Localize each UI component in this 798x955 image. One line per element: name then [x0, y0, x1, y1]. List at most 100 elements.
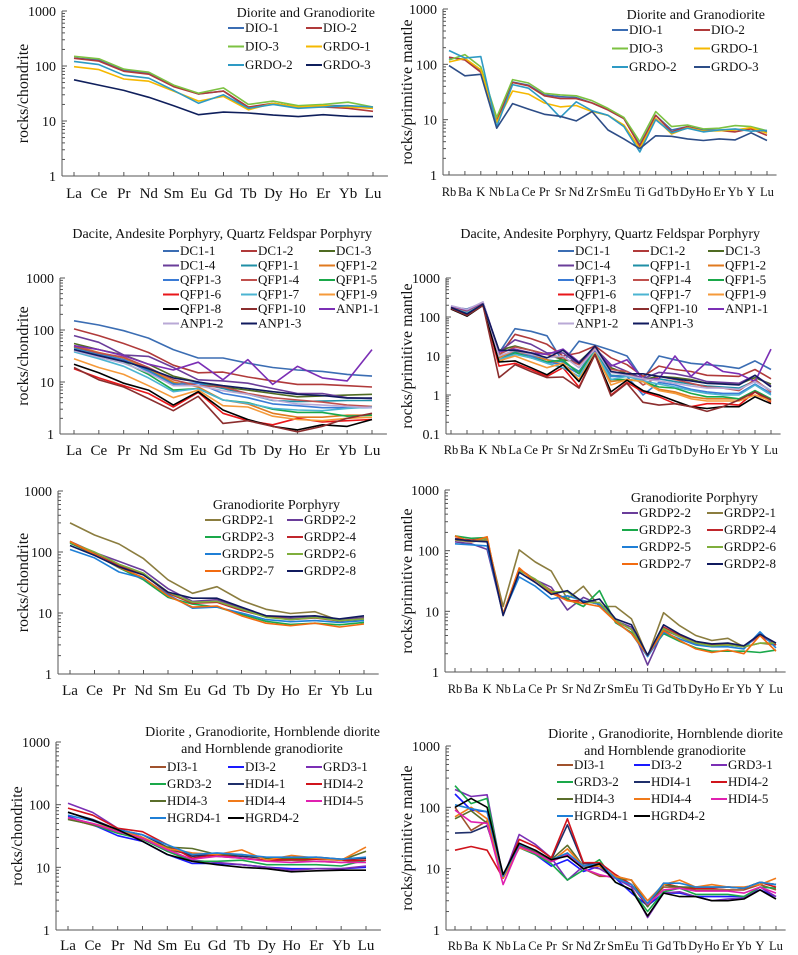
legend-item: DC1-2 — [633, 243, 685, 258]
legend-label: QFP1-3 — [180, 272, 221, 287]
x-tick-label: Pr — [546, 939, 558, 953]
y-axis-title: rocks/chondrite — [9, 786, 26, 886]
legend-label: QFP1-8 — [180, 301, 221, 316]
x-tick-label: La — [62, 683, 78, 699]
legend-item: QFP1-9 — [708, 287, 766, 302]
legend-label: QFP1-1 — [650, 258, 691, 273]
x-tick-label: Rb — [444, 443, 459, 457]
x-tick-label: Sm — [607, 939, 624, 953]
y-tick-label: 100 — [31, 546, 52, 561]
x-tick-label: Yb — [332, 938, 350, 954]
x-tick-label: Zr — [586, 185, 599, 199]
x-tick-label: Lu — [760, 185, 775, 199]
y-tick-label: 100 — [419, 311, 440, 326]
legend-label: HDI4-1 — [245, 776, 285, 791]
x-tick-label: Nd — [576, 939, 592, 953]
series-line-hgrd4-2 — [67, 811, 366, 873]
legend-label: GRDP2-5 — [222, 546, 274, 561]
legend-item: GRDP2-4 — [707, 522, 777, 537]
legend-label: HDI4-2 — [323, 776, 363, 791]
legend-label: GRDP2-7 — [639, 556, 692, 571]
legend: DI3-1 DI3-2 GRD3-1 GRD3-2 HDI4-1 HDI4-2 HDI4-3… — [557, 757, 773, 823]
legend-label: QFP1-7 — [650, 287, 692, 302]
y-tick-label: 1 — [430, 169, 437, 184]
legend-item: ANP1-3 — [633, 316, 693, 331]
legend-item: GRDO-2 — [612, 59, 677, 74]
x-tick-label: Ho — [699, 443, 714, 457]
legend-item: HGRD4-1 — [150, 810, 221, 825]
series-line-anp1-2 — [450, 300, 772, 392]
x-tick-label: Dy — [680, 185, 696, 199]
series-line-dc1-1 — [450, 302, 772, 381]
x-tick-label: Sr — [555, 185, 567, 199]
series-line-anp1-1 — [73, 344, 373, 386]
legend-item: GRDP2-1 — [205, 512, 274, 527]
x-tick-label: La — [513, 939, 527, 953]
x-tick-label: Sm — [607, 682, 624, 696]
series-line-grdp2-8 — [454, 538, 777, 656]
x-tick-label: Tb — [240, 186, 257, 202]
y-tick-label: 1 — [47, 428, 54, 443]
legend-item: QFP1-5 — [708, 272, 766, 287]
legend-item: DI3-1 — [150, 759, 198, 774]
legend-label: HDI4-5 — [323, 793, 363, 808]
chart-title: Granodiorite Porphyry — [631, 491, 758, 506]
legend-label: ANP1-3 — [650, 316, 693, 331]
x-tick-label: Nb — [496, 682, 511, 696]
x-tick-label: Zr — [594, 939, 607, 953]
legend-item: DIO-3 — [228, 39, 279, 54]
x-tick-label: Sm — [603, 443, 620, 457]
legend-label: GRDP2-6 — [724, 539, 777, 554]
x-tick-label: Er — [717, 443, 730, 457]
x-tick-label: Nd — [571, 443, 587, 457]
y-axis-title: rocks/primitive mantle — [399, 283, 416, 428]
x-tick-label: Sm — [157, 938, 177, 954]
x-tick-label: Er — [315, 443, 329, 459]
legend-label: GRDP2-4 — [304, 529, 357, 544]
series-line-anp1-3 — [450, 303, 772, 388]
legend-label: DC1-4 — [180, 258, 216, 273]
y-tick-label: 1 — [45, 668, 52, 683]
x-tick-label: Nd — [140, 186, 159, 202]
legend-label: QFP1-6 — [575, 287, 617, 302]
legend-label: DC1-2 — [650, 243, 685, 258]
chart-title: Dacite, Andesite Porphyry, Quartz Feldsp… — [460, 227, 760, 242]
legend-item: QFP1-8 — [558, 301, 616, 316]
legend-label: DC1-1 — [180, 243, 215, 258]
legend-item: DC1-3 — [708, 243, 760, 258]
legend-item: ANP1-1 — [708, 301, 768, 316]
legend-item: GRDP2-2 — [287, 512, 356, 527]
series-line-qfp1-10 — [73, 366, 373, 433]
series-line-grdo-2 — [73, 60, 374, 110]
legend-item: HDI4-5 — [306, 793, 363, 808]
legend-label: HGRD4-1 — [167, 810, 221, 825]
series-line-grdp2-8 — [69, 544, 365, 620]
legend-label: GRDO-3 — [323, 57, 371, 72]
legend-label: DIO-3 — [629, 41, 663, 56]
x-tick-label: Yb — [736, 682, 751, 696]
series-line-grdp2-5 — [69, 548, 365, 624]
legend-label: GRDP2-1 — [724, 505, 776, 520]
series-line-qfp1-2 — [450, 303, 772, 402]
x-tick-label: Rb — [448, 682, 463, 696]
y-tick-label: 10 — [426, 350, 440, 365]
legend-label: GRD3-1 — [728, 757, 773, 772]
x-tick-label: Dy — [688, 939, 704, 953]
x-tick-label: Lu — [764, 443, 779, 457]
x-tick-label: Gd — [208, 683, 227, 699]
x-tick-label: Eu — [620, 443, 635, 457]
legend-label: HDI4-3 — [574, 791, 614, 806]
legend-item: DI3-1 — [557, 757, 605, 772]
series-line-qfp1-4 — [73, 345, 373, 408]
x-tick-label: La — [506, 185, 520, 199]
series-line-hgrd4-2 — [454, 797, 777, 917]
legend-item: ANP1-2 — [558, 316, 618, 331]
legend-item: GRDP2-8 — [707, 556, 776, 571]
x-tick-label: Er — [722, 939, 735, 953]
legend-label: GRDP2-7 — [222, 563, 275, 578]
legend-label: HDI4-5 — [728, 791, 768, 806]
legend-item: ANP1-3 — [241, 316, 301, 331]
